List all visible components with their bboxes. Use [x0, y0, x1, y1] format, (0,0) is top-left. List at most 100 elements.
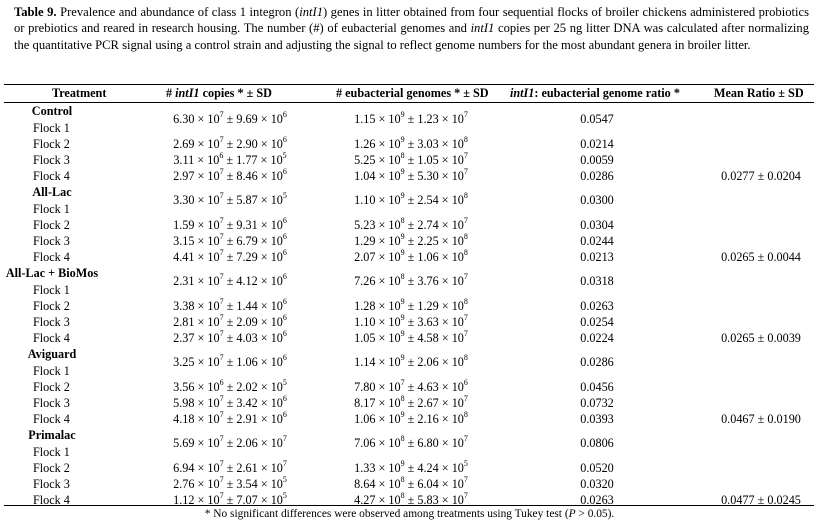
table-label: Table 9. [14, 5, 57, 19]
flock-label: Flock 1 [33, 444, 70, 459]
copies-exponent: 6 [219, 150, 224, 160]
intI1-copies-cell: 3.11 × 106 ± 1.77 × 105 [173, 150, 287, 167]
genomes-sd-exponent: 5 [463, 458, 468, 468]
genomes-exponent: 9 [400, 231, 405, 241]
genomes-sd-mantissa: 4.24 [417, 460, 439, 475]
flock-label: Flock 4 [33, 492, 70, 507]
table-footnote: * No significant differences were observ… [0, 507, 819, 521]
genomes-sd-exponent: 8 [463, 296, 468, 306]
group-name: Control [31, 104, 73, 118]
copies-exponent: 7 [219, 190, 224, 200]
copies-sd-mantissa: 4.03 [236, 330, 258, 345]
genomes-sd-exponent: 6 [463, 377, 468, 387]
intI1-copies-cell: 6.94 × 107 ± 2.61 × 107 [173, 458, 287, 475]
intI1-copies-cell: 2.31 × 107 ± 4.12 × 106 [173, 271, 287, 288]
eubacterial-genomes-cell: 8.17 × 108 ± 2.67 × 107 [354, 393, 468, 410]
genomes-sd-exponent: 7 [463, 474, 468, 484]
intI1-copies-cell: 5.69 × 107 ± 2.06 × 107 [173, 433, 287, 450]
flock-label: Flock 3 [33, 314, 70, 329]
copies-mantissa: 3.25 [173, 354, 195, 369]
eubacterial-genomes-cell: 1.15 × 109 ± 1.23 × 107 [354, 109, 468, 126]
genomes-sd-mantissa: 3.76 [417, 273, 439, 288]
intI1-copies-cell: 2.37 × 107 ± 4.03 × 106 [173, 328, 287, 345]
copies-sd-mantissa: 6.79 [236, 233, 258, 248]
genomes-sd-mantissa: 3.63 [417, 314, 439, 329]
intI1-copies-cell: 1.59 × 107 ± 9.31 × 106 [173, 215, 287, 232]
header-ratio: intI1: eubacterial genome ratio * [510, 86, 680, 100]
caption-text-1: Prevalence and abundance of class 1 inte… [56, 5, 300, 19]
copies-sd-exponent: 5 [282, 474, 287, 484]
intI1-copies-cell: 2.97 × 107 ± 8.46 × 106 [173, 166, 287, 183]
copies-sd-exponent: 6 [282, 352, 287, 362]
genomes-mantissa: 7.06 [354, 435, 376, 450]
eubacterial-genomes-cell: 5.25 × 108 ± 1.05 × 107 [354, 150, 468, 167]
copies-mantissa: 3.30 [173, 192, 195, 207]
genomes-sd-mantissa: 1.29 [417, 298, 439, 313]
copies-sd-mantissa: 9.69 [236, 111, 258, 126]
genome-ratio-cell: 0.0318 [580, 273, 614, 288]
copies-sd-exponent: 6 [282, 271, 287, 281]
flock-label: Flock 2 [33, 136, 70, 151]
eubacterial-genomes-cell: 4.27 × 108 ± 5.83 × 107 [354, 490, 468, 507]
footnote-p: P [568, 508, 576, 520]
copies-sd-exponent: 6 [282, 409, 287, 419]
mean-ratio-cell: 0.0277 ± 0.0204 [721, 168, 801, 183]
intI1-copies-cell: 3.56 × 106 ± 2.02 × 105 [173, 377, 287, 394]
genomes-mantissa: 1.28 [354, 298, 376, 313]
copies-sd-mantissa: 1.44 [236, 298, 258, 313]
copies-exponent: 7 [219, 247, 224, 257]
copies-sd-mantissa: 2.61 [236, 460, 258, 475]
copies-mantissa: 2.37 [173, 330, 195, 345]
intI1-copies-cell: 3.30 × 107 ± 5.87 × 105 [173, 190, 287, 207]
copies-sd-mantissa: 4.12 [236, 273, 258, 288]
eubacterial-genomes-cell: 1.26 × 109 ± 3.03 × 108 [354, 134, 468, 151]
genomes-mantissa: 1.05 [354, 330, 376, 345]
copies-exponent: 7 [219, 296, 224, 306]
genomes-exponent: 8 [400, 150, 405, 160]
genomes-sd-mantissa: 2.54 [417, 192, 439, 207]
genome-ratio-cell: 0.0059 [580, 152, 614, 167]
caption-text-2: ) genes in litter obtained from four seq… [14, 5, 810, 36]
genomes-exponent: 9 [400, 166, 405, 176]
header-copies-post: copies * ± SD [199, 86, 272, 100]
copies-sd-mantissa: 2.90 [236, 136, 258, 151]
eubacterial-genomes-cell: 1.29 × 109 ± 2.25 × 108 [354, 231, 468, 248]
copies-sd-mantissa: 1.06 [236, 354, 258, 369]
eubacterial-genomes-cell: 1.04 × 109 ± 5.30 × 107 [354, 166, 468, 183]
genomes-sd-mantissa: 2.16 [417, 411, 439, 426]
flock-label: Flock 1 [33, 282, 70, 297]
genome-ratio-cell: 0.0547 [580, 111, 614, 126]
copies-sd-mantissa: 3.54 [236, 476, 258, 491]
table-caption: Table 9. Prevalence and abundance of cla… [14, 4, 809, 53]
mean-ratio-cell: 0.0265 ± 0.0039 [721, 330, 801, 345]
genomes-exponent: 9 [400, 247, 405, 257]
genome-ratio-cell: 0.0244 [580, 233, 614, 248]
genomes-mantissa: 1.14 [354, 354, 376, 369]
copies-sd-exponent: 5 [282, 490, 287, 500]
copies-mantissa: 2.97 [173, 168, 195, 183]
genome-ratio-cell: 0.0286 [580, 168, 614, 183]
genome-ratio-cell: 0.0300 [580, 192, 614, 207]
footnote-text-1: * No significant differences were observ… [204, 508, 569, 520]
copies-sd-mantissa: 7.07 [236, 492, 258, 507]
genomes-mantissa: 8.17 [354, 395, 376, 410]
copies-sd-mantissa: 7.29 [236, 249, 258, 264]
mean-ratio-cell: 0.0477 ± 0.0245 [721, 492, 801, 507]
genomes-sd-exponent: 7 [463, 328, 468, 338]
genomes-exponent: 9 [400, 352, 405, 362]
genomes-exponent: 8 [400, 215, 405, 225]
flock-label: Flock 3 [33, 152, 70, 167]
genomes-exponent: 9 [400, 109, 405, 119]
genomes-sd-mantissa: 2.67 [417, 395, 439, 410]
genome-ratio-cell: 0.0304 [580, 217, 614, 232]
genomes-sd-exponent: 7 [463, 312, 468, 322]
eubacterial-genomes-cell: 1.14 × 109 ± 2.06 × 108 [354, 352, 468, 369]
copies-exponent: 7 [219, 409, 224, 419]
genome-ratio-cell: 0.0263 [580, 492, 614, 507]
genome-ratio-cell: 0.0806 [580, 435, 614, 450]
copies-mantissa: 3.11 [173, 152, 195, 167]
intI1-copies-cell: 6.30 × 107 ± 9.69 × 106 [173, 109, 287, 126]
genome-ratio-cell: 0.0456 [580, 379, 614, 394]
genomes-sd-exponent: 8 [463, 352, 468, 362]
flock-label: Flock 3 [33, 476, 70, 491]
